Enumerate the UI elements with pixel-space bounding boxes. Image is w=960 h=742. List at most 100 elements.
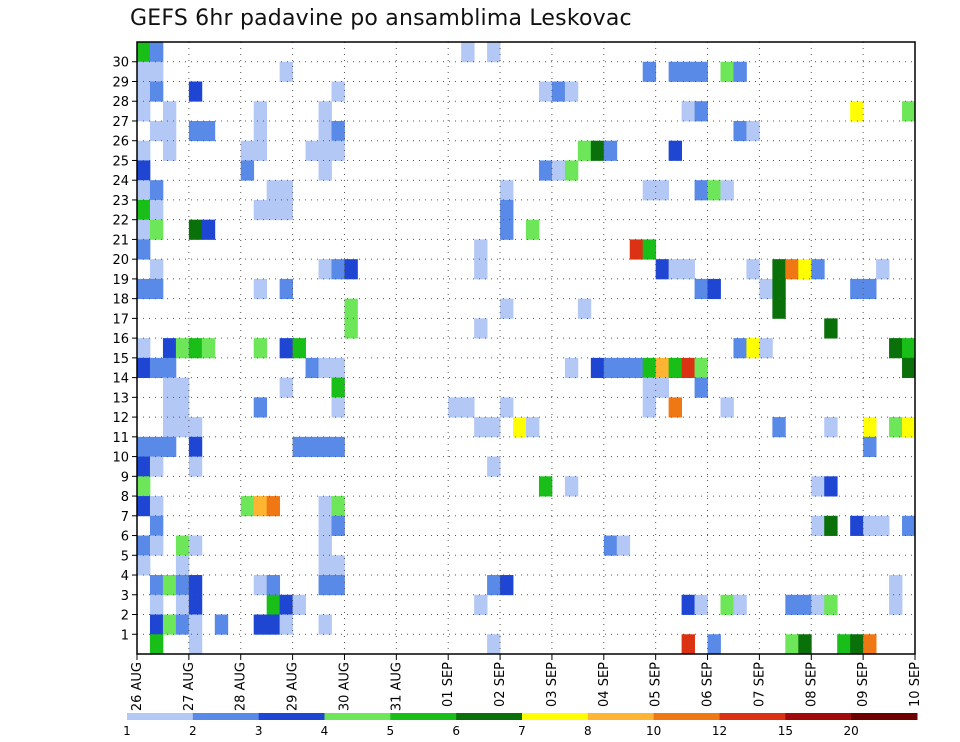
heatmap-cell xyxy=(253,397,268,418)
y-tick-label: 9 xyxy=(121,470,129,485)
heatmap-cell xyxy=(318,496,332,517)
heatmap-cell xyxy=(137,42,151,63)
heatmap-cell xyxy=(655,357,670,379)
y-tick-label: 16 xyxy=(112,332,129,347)
heatmap-cell xyxy=(137,101,151,122)
heatmap-cell xyxy=(331,575,345,596)
heatmap-cell xyxy=(279,199,293,221)
heatmap-cell xyxy=(863,436,877,457)
heatmap-cell xyxy=(564,160,579,181)
heatmap-cell xyxy=(175,417,190,438)
heatmap-cell xyxy=(318,555,332,576)
heatmap-cell xyxy=(590,140,605,161)
heatmap-cell xyxy=(253,614,268,635)
heatmap-cell xyxy=(642,397,657,418)
heatmap-cell xyxy=(162,575,177,596)
heatmap-cell xyxy=(694,357,708,379)
heatmap-cell xyxy=(889,575,903,596)
colorbar-swatch xyxy=(390,713,457,720)
heatmap-cell xyxy=(149,199,164,221)
heatmap-cell xyxy=(137,219,151,240)
heatmap-cell xyxy=(279,61,293,82)
heatmap-cell xyxy=(253,199,268,221)
x-tick-label: 27 AUG xyxy=(182,662,197,711)
heatmap-cell xyxy=(253,120,268,142)
heatmap-cell xyxy=(253,278,268,300)
heatmap-cell xyxy=(500,219,514,240)
y-tick-label: 8 xyxy=(121,490,129,505)
colorbar-label: 5 xyxy=(387,724,395,738)
y-tick-label: 5 xyxy=(121,549,129,564)
heatmap-cell xyxy=(811,476,825,497)
heatmap-cell xyxy=(331,377,345,398)
heatmap-cell xyxy=(902,338,916,359)
heatmap-cell xyxy=(526,417,540,438)
y-tick-label: 19 xyxy=(112,273,129,288)
heatmap-cell xyxy=(720,61,734,82)
heatmap-cell xyxy=(331,140,345,161)
colorbar-swatch xyxy=(785,713,852,720)
heatmap-cell xyxy=(707,278,721,300)
heatmap-cell xyxy=(318,436,332,457)
heatmap-cell xyxy=(863,515,877,536)
chart-title: GEFS 6hr padavine po ansamblima Leskovac xyxy=(130,6,632,31)
heatmap-cell xyxy=(188,436,203,457)
heatmap-cell xyxy=(681,259,695,280)
heatmap-cell xyxy=(137,338,151,359)
heatmap-cell xyxy=(137,357,151,379)
heatmap-cell xyxy=(162,338,177,359)
heatmap-cell xyxy=(616,357,631,379)
x-tick-label: 05 SEP xyxy=(649,662,664,707)
heatmap-cell xyxy=(149,219,164,240)
heatmap-cell xyxy=(279,180,293,201)
heatmap-cell xyxy=(162,101,177,122)
heatmap-cell xyxy=(642,180,657,201)
heatmap-cell xyxy=(137,278,151,300)
heatmap-cell xyxy=(201,338,216,359)
heatmap-cell xyxy=(707,634,721,655)
heatmap-cell xyxy=(279,338,293,359)
heatmap-cell xyxy=(149,634,164,655)
heatmap-cell xyxy=(500,180,514,201)
heatmap-cell xyxy=(149,575,164,596)
y-tick-label: 2 xyxy=(121,609,129,624)
heatmap-cell xyxy=(603,535,618,556)
heatmap-cell xyxy=(461,397,475,418)
heatmap-cell xyxy=(318,535,332,556)
heatmap-cell xyxy=(655,180,670,201)
heatmap-cell xyxy=(746,338,760,359)
heatmap-cell xyxy=(137,239,151,260)
heatmap-cell xyxy=(266,199,281,221)
heatmap-cell xyxy=(292,338,306,359)
heatmap-cell xyxy=(668,140,682,161)
colorbar-swatch xyxy=(192,713,260,720)
heatmap-cell xyxy=(266,180,281,201)
heatmap-cell xyxy=(850,634,864,655)
colorbar-label: 12 xyxy=(712,724,727,738)
heatmap-cell xyxy=(694,594,708,615)
heatmap-cell xyxy=(564,476,579,497)
heatmap-cell xyxy=(149,535,164,556)
heatmap-cell xyxy=(149,357,164,379)
colorbar-swatch xyxy=(587,713,655,720)
heatmap-cell xyxy=(162,436,177,457)
colorbar-swatch xyxy=(851,713,918,720)
heatmap-cell xyxy=(137,535,151,556)
heatmap-cell xyxy=(149,515,164,536)
heatmap-cell xyxy=(137,456,151,477)
y-tick-label: 23 xyxy=(112,194,129,209)
heatmap-cell xyxy=(720,397,734,418)
heatmap-cell xyxy=(902,357,916,379)
heatmap-cell xyxy=(759,338,773,359)
heatmap-cell xyxy=(253,496,268,517)
heatmap-cell xyxy=(175,377,190,398)
heatmap-cell xyxy=(175,535,190,556)
y-tick-label: 20 xyxy=(112,253,129,268)
heatmap-cell xyxy=(474,239,488,260)
heatmap-cell xyxy=(305,140,319,161)
y-tick-label: 30 xyxy=(112,56,129,71)
heatmap-cell xyxy=(149,120,164,142)
heatmap-cell xyxy=(746,120,760,142)
heatmap-cell xyxy=(824,515,838,536)
heatmap-cell xyxy=(175,555,190,576)
